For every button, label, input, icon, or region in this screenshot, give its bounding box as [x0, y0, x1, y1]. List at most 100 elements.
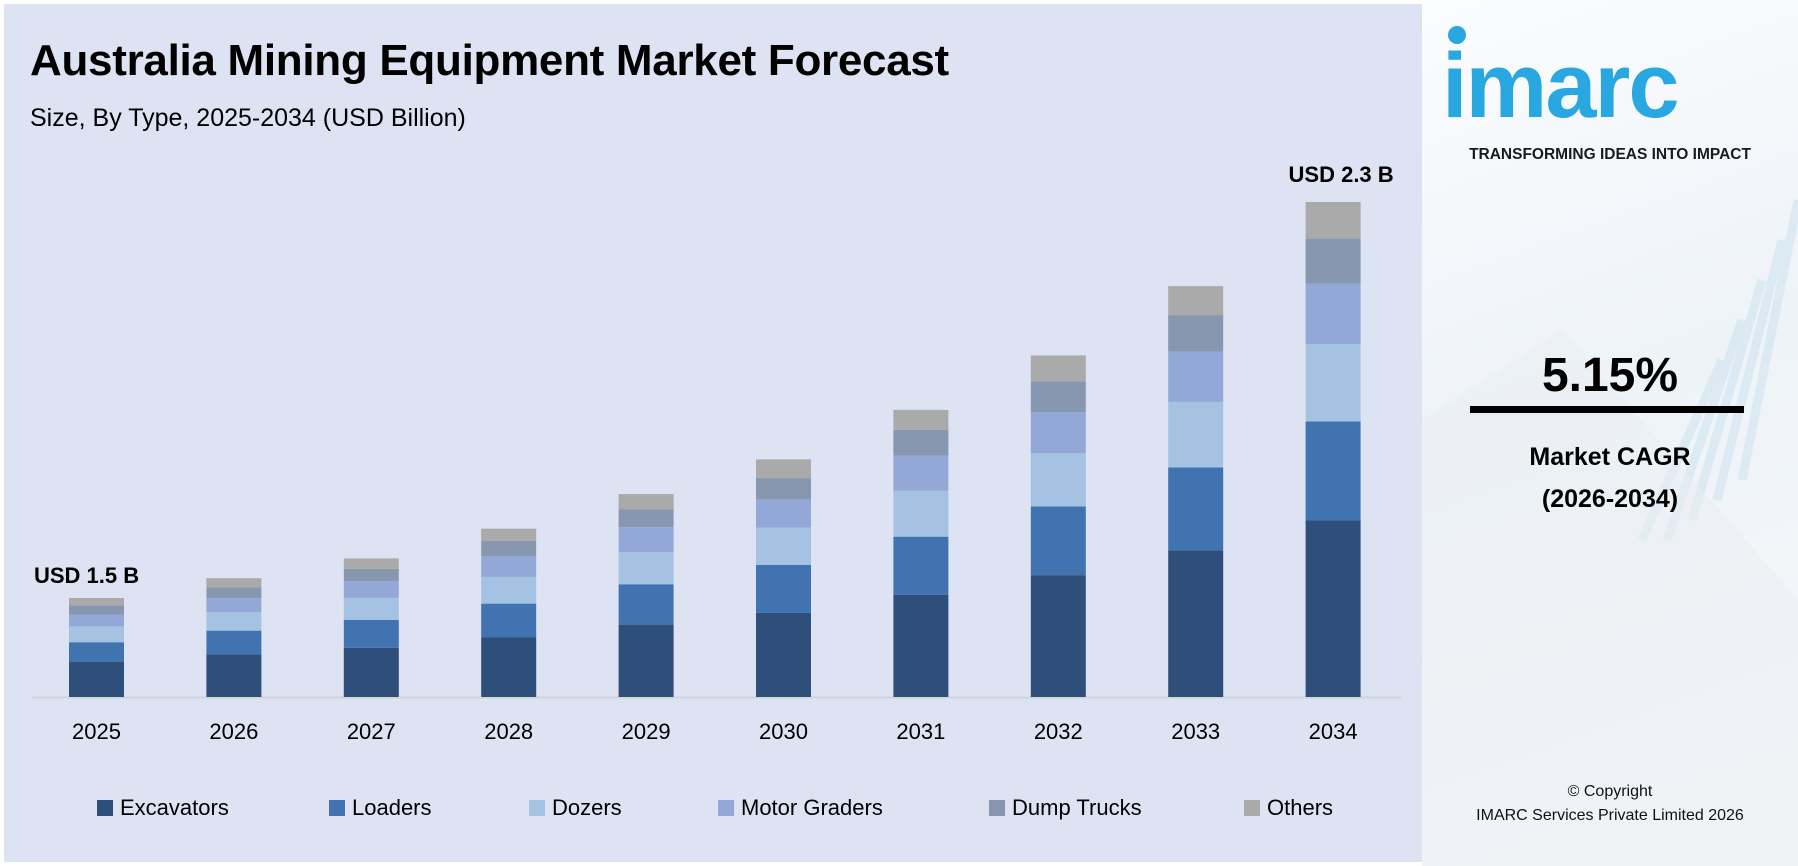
bar-segment-motor-graders-2034 — [1305, 283, 1361, 345]
x-tick-label: 2032 — [1034, 719, 1083, 744]
bar-segment-dozers-2030 — [756, 527, 811, 565]
logo-dot — [1448, 26, 1466, 44]
bar-segment-dozers-2033 — [1168, 401, 1224, 468]
bar-segment-dozers-2028 — [481, 576, 537, 604]
background-chart-illustration — [1422, 199, 1798, 866]
bar-segment-others-2026 — [206, 578, 262, 588]
legend-swatch — [718, 800, 734, 816]
bar-segment-dozers-2034 — [1305, 344, 1361, 422]
bar-segment-others-2027 — [343, 558, 399, 569]
stacked-bar-chart: 2025 2026 2027 2028 2029 2030 2031 2032 2033 2034… — [32, 162, 1402, 744]
bar-segment-excavators-2029 — [618, 624, 674, 697]
bar-segment-motor-graders-2030 — [756, 499, 811, 528]
bar-segment-dump-trucks-2032 — [1030, 381, 1086, 413]
legend-label: Dozers — [552, 795, 622, 820]
bar-segment-motor-graders-2026 — [206, 598, 262, 613]
x-tick-label: 2031 — [896, 719, 945, 744]
bar-segment-dozers-2031 — [893, 490, 949, 537]
bar-segment-loaders-2026 — [206, 630, 262, 655]
bar-segment-motor-graders-2028 — [481, 556, 537, 577]
bar-segment-others-2032 — [1030, 355, 1086, 382]
legend: Excavators Loaders Dozers Motor Graders Dump… — [0, 795, 1422, 825]
bar-segment-motor-graders-2033 — [1168, 351, 1224, 402]
bar-segment-others-2033 — [1168, 286, 1224, 316]
bar-segment-loaders-2030 — [756, 564, 811, 613]
bar-segment-dozers-2025 — [69, 626, 124, 643]
legend-swatch — [329, 800, 345, 816]
bar-segment-excavators-2028 — [481, 637, 537, 697]
bar-segment-motor-graders-2029 — [618, 527, 674, 553]
legend-swatch — [97, 800, 113, 816]
bar-segment-excavators-2034 — [1305, 520, 1361, 697]
cagr-period: (2026-2034) — [1541, 485, 1679, 513]
bar-segment-dozers-2029 — [618, 552, 674, 585]
legend-label: Loaders — [352, 795, 432, 820]
bar-segment-loaders-2029 — [618, 584, 674, 625]
x-tick-label: 2033 — [1171, 719, 1220, 744]
bar-segment-loaders-2028 — [481, 603, 537, 638]
bar-segment-dump-trucks-2031 — [893, 429, 949, 456]
bar-segment-others-2025 — [69, 598, 124, 606]
legend-swatch — [989, 800, 1005, 816]
x-tick-label: 2030 — [759, 719, 808, 744]
chart-subtitle: Size, By Type, 2025-2034 (USD Billion) — [30, 104, 466, 132]
legend-label: Excavators — [120, 795, 229, 820]
bar-segment-motor-graders-2031 — [893, 455, 949, 491]
bar-segment-excavators-2027 — [343, 647, 399, 697]
logo-tagline: TRANSFORMING IDEAS INTO IMPACT — [1469, 146, 1751, 163]
bar-segment-dump-trucks-2026 — [206, 587, 262, 599]
legend-swatch — [1244, 800, 1260, 816]
bar-segment-others-2030 — [756, 459, 811, 479]
legend-item-dozers: Dozers — [529, 795, 622, 821]
bar-segment-dozers-2032 — [1030, 453, 1086, 507]
legend-item-dump-trucks: Dump Trucks — [989, 795, 1142, 821]
bar-segment-excavators-2033 — [1168, 550, 1224, 697]
bar-segment-loaders-2033 — [1168, 467, 1224, 551]
cagr-value: 5.15% — [1541, 349, 1679, 402]
bar-segment-dump-trucks-2029 — [618, 509, 674, 528]
cagr-label-block: Market CAGR (2026-2034) — [1422, 436, 1798, 520]
cagr-label: Market CAGR — [1529, 443, 1691, 471]
x-tick-label: 2025 — [72, 719, 121, 744]
bar-segment-loaders-2032 — [1030, 506, 1086, 576]
bar-segment-motor-graders-2027 — [343, 581, 399, 598]
bar-segment-dump-trucks-2034 — [1305, 238, 1361, 284]
imarc-logo: imarc — [1442, 35, 1679, 137]
bar-segment-loaders-2031 — [893, 536, 949, 595]
bar-segment-others-2028 — [481, 528, 537, 542]
legend-item-motor-graders: Motor Graders — [718, 795, 883, 821]
bar-segment-dump-trucks-2033 — [1168, 315, 1224, 352]
legend-item-others: Others — [1244, 795, 1333, 821]
bar-segment-loaders-2034 — [1305, 421, 1361, 521]
cagr-divider — [1470, 406, 1744, 413]
x-tick-label: 2034 — [1309, 719, 1358, 744]
copyright-line-1: © Copyright — [1567, 783, 1653, 800]
annotation-first-total: USD 1.5 B — [34, 563, 139, 588]
bar-segment-others-2029 — [618, 494, 674, 510]
bar-segment-motor-graders-2032 — [1030, 412, 1086, 454]
x-tick-label: 2029 — [622, 719, 671, 744]
bar-segment-dump-trucks-2028 — [481, 541, 537, 557]
legend-label: Others — [1267, 795, 1334, 820]
chart-title: Australia Mining Equipment Market Foreca… — [30, 36, 949, 85]
bar-segment-dozers-2027 — [343, 597, 399, 620]
bar-segment-excavators-2031 — [893, 594, 949, 697]
copyright: © Copyright IMARC Services Private Limit… — [1422, 780, 1798, 828]
x-tick-label: 2026 — [209, 719, 258, 744]
legend-label: Dump Trucks — [1012, 795, 1142, 820]
bar-segment-excavators-2032 — [1030, 575, 1086, 697]
bar-segment-dump-trucks-2027 — [343, 568, 399, 582]
legend-item-loaders: Loaders — [329, 795, 432, 821]
bar-segment-motor-graders-2025 — [69, 614, 124, 627]
legend-item-excavators: Excavators — [97, 795, 229, 821]
bar-segment-others-2034 — [1305, 202, 1361, 239]
bar-segment-loaders-2027 — [343, 619, 399, 648]
side-panel: imarc TRANSFORMING IDEAS INTO IMPACT 5.1… — [1422, 0, 1798, 866]
x-tick-label: 2028 — [484, 719, 533, 744]
bar-segment-dump-trucks-2025 — [69, 605, 124, 615]
legend-label: Motor Graders — [741, 795, 883, 820]
bar-segment-dozers-2026 — [206, 612, 262, 631]
bar-segment-others-2031 — [893, 409, 949, 430]
bar-segment-excavators-2030 — [756, 612, 811, 697]
bar-segment-excavators-2025 — [69, 662, 124, 697]
